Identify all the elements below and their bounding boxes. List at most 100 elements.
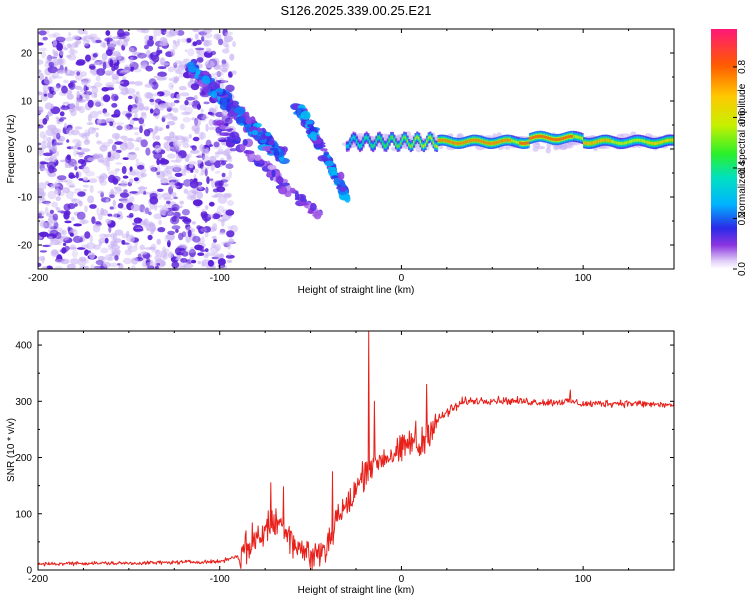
scatter-speckle (49, 229, 59, 237)
band-cell (633, 139, 636, 142)
scatter-speckle (58, 118, 64, 122)
scatter-speckle (145, 223, 151, 230)
scatter-speckle (228, 238, 235, 244)
band-cell (370, 144, 373, 147)
band-cell (663, 139, 666, 143)
scatter-speckle (92, 72, 98, 77)
scatter-speckle (159, 209, 167, 216)
band-cell (668, 138, 671, 142)
streak-blob (273, 150, 280, 157)
scatter-speckle (40, 161, 49, 165)
scatter-speckle (227, 200, 234, 206)
scatter-speckle (38, 47, 48, 52)
scatter-speckle (120, 180, 128, 188)
scatter-speckle (68, 49, 78, 55)
scatter-speckle (142, 258, 147, 266)
scatter-speckle (107, 213, 113, 217)
scatter-speckle (138, 104, 145, 111)
band-cell (411, 144, 414, 147)
x-tick-label: -200 (28, 273, 48, 284)
band-cell (643, 139, 646, 143)
band-cell (350, 137, 353, 141)
scatter-speckle (97, 110, 103, 115)
band-cell (401, 137, 404, 141)
scatter-speckle (196, 159, 203, 163)
scatter-speckle (214, 243, 221, 252)
scatter-speckle (69, 184, 76, 188)
scatter-speckle (229, 148, 238, 152)
scatter-speckle (228, 170, 232, 179)
scatter-speckle (90, 264, 95, 269)
scatter-speckle (136, 29, 147, 33)
scatter-speckle (104, 254, 113, 261)
scatter-speckle (72, 159, 76, 163)
scatter-speckle (161, 170, 169, 177)
colorbar-gradient (711, 29, 737, 269)
scatter-speckle (153, 213, 163, 220)
colorbar-ticks: 0.0 0.2 0.4 0.6 0.8 (733, 60, 748, 276)
colorbar-tick-label: 0.6 (737, 110, 748, 124)
colorbar-tick-label: 0.4 (737, 161, 748, 175)
scatter-speckle (111, 132, 121, 140)
streak-blob (225, 98, 231, 103)
scatter-speckle (85, 95, 89, 100)
scatter-speckle (143, 44, 149, 50)
scatter-speckle (138, 117, 145, 125)
scatter-speckle (148, 35, 154, 41)
band-cell (527, 141, 530, 145)
scatter-speckle (146, 38, 154, 47)
band-cell (365, 135, 368, 139)
scatter-speckle (196, 103, 201, 110)
scatter-speckle (54, 188, 62, 195)
band-cell (458, 142, 461, 145)
scatter-speckle (78, 132, 86, 137)
scatter-speckle (180, 111, 191, 116)
scatter-speckle (164, 202, 171, 208)
scatter-speckle (133, 177, 139, 182)
scatter-speckle (105, 30, 111, 36)
snr-panel: -200 -100 0 100 0 100 200 300 400 Height of str… (6, 330, 675, 596)
band-cell (614, 140, 617, 144)
scatter-speckle (186, 169, 192, 174)
scatter-speckle (104, 237, 109, 244)
band-cell (522, 142, 525, 145)
scatter-speckle (89, 185, 94, 193)
scatter-speckle (226, 230, 235, 238)
band-cell (432, 141, 435, 145)
band-cell (520, 142, 524, 145)
scatter-speckle (97, 256, 105, 261)
scatter-speckle (93, 265, 104, 269)
x-tick-label: 0 (399, 273, 405, 284)
scatter-speckle (113, 213, 118, 218)
scatter-speckle (38, 142, 42, 146)
band-cell (669, 138, 672, 142)
scatter-speckle (51, 90, 56, 96)
scatter-speckle (170, 49, 176, 57)
band-cell (421, 144, 424, 147)
scatter-speckle (55, 259, 65, 264)
scatter-speckle (57, 210, 66, 213)
x-tick-label: -100 (210, 273, 230, 284)
scatter-speckle (108, 244, 116, 248)
scatter-speckle (44, 206, 49, 215)
scatter-speckle (183, 58, 190, 62)
scatter-speckle (45, 128, 55, 137)
scatter-speckle (69, 244, 77, 250)
colorbar-tick-label: 0.0 (737, 262, 748, 276)
scatter-speckle (156, 238, 161, 245)
scatter-speckle (59, 235, 70, 241)
scatter-speckle (147, 234, 153, 241)
x-tick-label: 0 (399, 574, 405, 585)
band-cell (594, 140, 597, 144)
scatter-speckle (170, 93, 176, 99)
streak-blob (327, 166, 337, 171)
band-cell (426, 139, 429, 143)
scatter-speckle (149, 98, 155, 103)
scatter-speckle (200, 108, 204, 113)
band-cell (460, 141, 463, 145)
scatter-speckle (48, 147, 53, 150)
band-halo (545, 147, 551, 154)
scatter-speckle (140, 251, 148, 255)
scatter-speckle (38, 182, 47, 191)
scatter-speckle (172, 62, 178, 65)
